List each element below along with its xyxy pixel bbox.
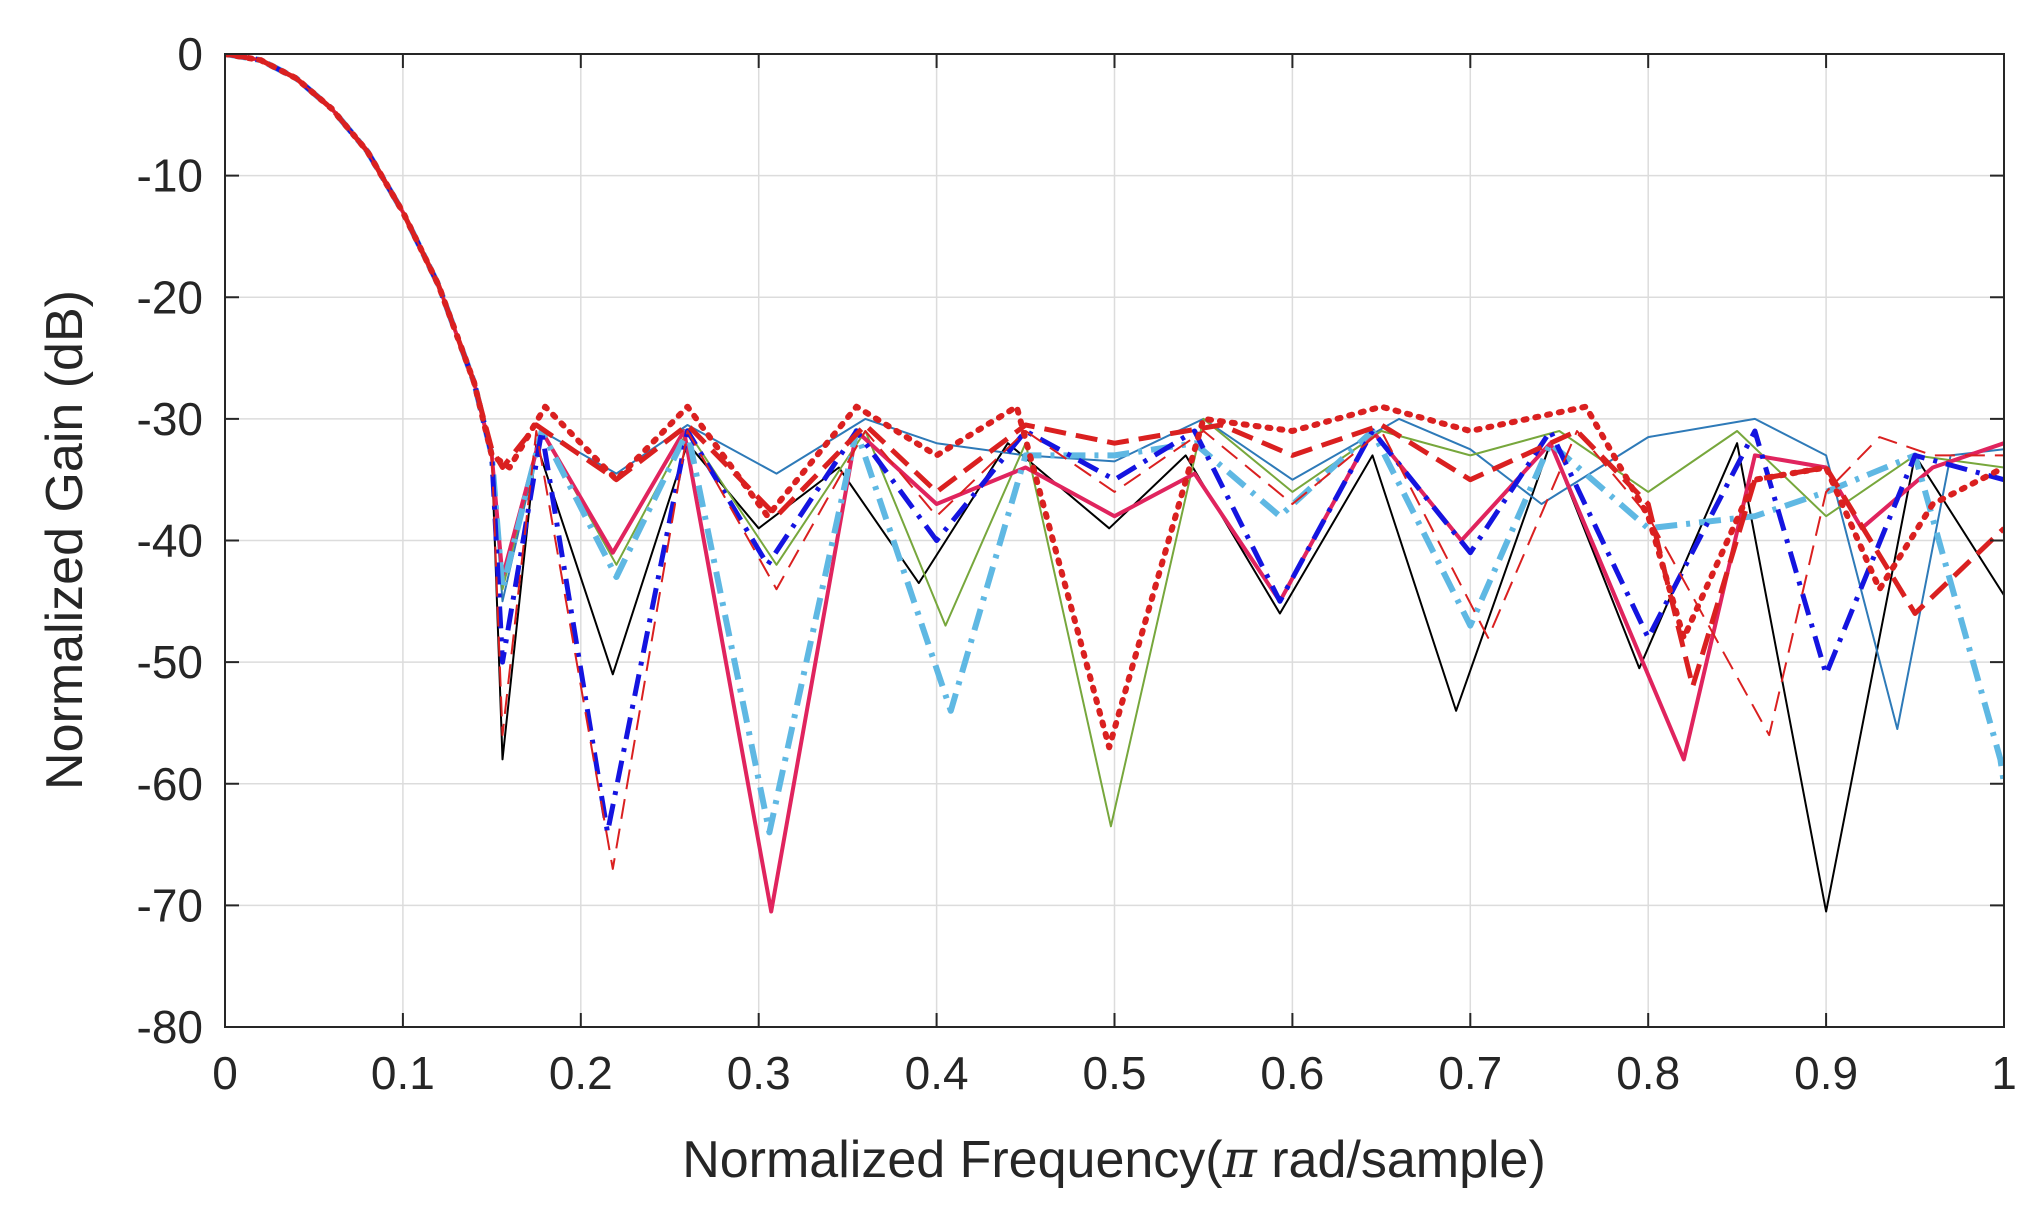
x-tick-label: 1 <box>1991 1047 2017 1099</box>
x-tick-label: 0.3 <box>727 1047 791 1099</box>
y-axis-ticks: 0 -10 -20 -30 -40 -50 -60 -70 -80 <box>137 28 2004 1053</box>
x-tick-label: 0.9 <box>1794 1047 1858 1099</box>
x-axis-label-unit: rad/sample) <box>1257 1131 1546 1189</box>
y-tick-label: -80 <box>137 1001 203 1053</box>
series-line-6 <box>225 54 2004 835</box>
series-group <box>225 54 2004 914</box>
y-axis-label: Normalized Gain (dB) <box>36 290 94 790</box>
x-tick-label: 0.1 <box>371 1047 435 1099</box>
y-tick-label: -60 <box>137 758 203 810</box>
x-axis-label-text: Normalized Frequency( <box>682 1131 1223 1189</box>
x-tick-label: 0.4 <box>905 1047 969 1099</box>
grid <box>224 53 2005 1028</box>
y-tick-label: -20 <box>137 271 203 323</box>
x-axis-ticks: 0 0.1 0.2 0.3 0.4 0.5 0.6 0.7 0.8 0.9 1 <box>212 54 2017 1099</box>
x-tick-label: 0.5 <box>1083 1047 1147 1099</box>
y-tick-label: -30 <box>137 393 203 445</box>
x-axis-label: Normalized Frequency(π rad/sample) <box>682 1130 1546 1190</box>
y-tick-label: -50 <box>137 636 203 688</box>
y-tick-label: -70 <box>137 879 203 931</box>
x-tick-label: 0.2 <box>549 1047 613 1099</box>
y-tick-label: -10 <box>137 150 203 202</box>
x-tick-label: 0 <box>212 1047 238 1099</box>
x-axis-label-pi: π <box>1222 1130 1258 1190</box>
x-tick-label: 0.6 <box>1260 1047 1324 1099</box>
y-tick-label: 0 <box>177 28 203 80</box>
series-line-9 <box>225 54 2004 751</box>
y-tick-label: -40 <box>137 515 203 567</box>
x-tick-label: 0.8 <box>1616 1047 1680 1099</box>
x-tick-label: 0.7 <box>1438 1047 1502 1099</box>
